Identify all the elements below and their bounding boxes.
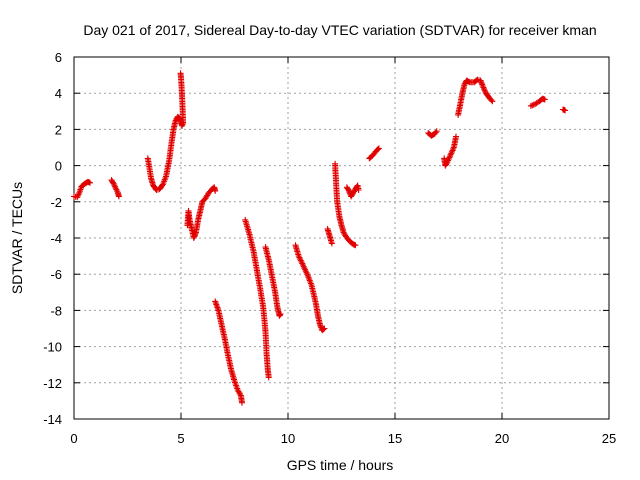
x-tick-label: 10: [281, 431, 295, 446]
data-series-segment: [108, 177, 122, 200]
data-series-segment: [242, 216, 272, 381]
data-point-markers: [366, 145, 382, 162]
x-tick-label: 20: [495, 431, 509, 446]
y-tick-label: -8: [50, 303, 62, 318]
data-series-segment: [144, 113, 186, 193]
axis-ticks: [73, 56, 610, 420]
y-tick-label: -4: [50, 231, 62, 246]
x-tick-label: 15: [388, 431, 402, 446]
data-point-markers: [560, 106, 569, 114]
y-tick-label: -12: [43, 376, 62, 391]
data-marks: [71, 70, 569, 406]
x-tick-label: 25: [602, 431, 616, 446]
data-point-markers: [212, 298, 245, 406]
data-series-segment: [560, 106, 569, 114]
y-tick-label: -2: [50, 195, 62, 210]
data-series-segment: [343, 182, 362, 200]
data-series-segment: [425, 128, 440, 139]
y-tick-label: 0: [55, 159, 62, 174]
y-tick-label: -6: [50, 267, 62, 282]
data-series-segment: [184, 184, 219, 241]
data-point-markers: [332, 160, 359, 249]
y-tick-label: -14: [43, 412, 62, 427]
data-point-markers: [184, 184, 219, 241]
data-series-segment: [455, 76, 496, 118]
data-series-segment: [262, 244, 284, 319]
data-point-markers: [527, 95, 548, 109]
y-axis-label: SDTVAR / TECUs: [9, 182, 25, 294]
data-series-segment: [366, 145, 382, 162]
data-point-markers: [343, 182, 362, 200]
x-axis-label: GPS time / hours: [287, 457, 394, 473]
data-point-markers: [262, 244, 284, 319]
data-point-markers: [144, 113, 186, 193]
data-series-segment: [324, 225, 335, 247]
data-series-segment: [441, 133, 459, 169]
data-series-segment: [71, 178, 93, 201]
x-tick-label: 5: [177, 431, 184, 446]
x-tick-label: 0: [70, 431, 77, 446]
data-series-segment: [332, 160, 359, 249]
data-series-segment: [212, 298, 245, 406]
x-tick-labels: 0 5 10 15 20 25: [70, 431, 616, 446]
data-point-markers: [177, 70, 187, 127]
y-tick-labels: -14 -12 -10 -8 -6 -4 -2 0 2 4 6: [43, 50, 62, 427]
y-tick-label: -10: [43, 340, 62, 355]
data-series-segment: [177, 70, 187, 127]
data-series-segment: [527, 95, 548, 109]
data-point-markers: [441, 133, 459, 169]
data-point-markers: [242, 216, 272, 381]
y-tick-label: 4: [55, 86, 62, 101]
data-point-markers: [108, 177, 122, 200]
grid-lines: [74, 57, 609, 419]
data-point-markers: [455, 76, 496, 118]
y-tick-label: 6: [55, 50, 62, 65]
data-point-markers: [324, 225, 335, 247]
data-point-markers: [292, 242, 328, 334]
y-tick-label: 2: [55, 122, 62, 137]
data-point-markers: [425, 128, 440, 139]
data-series-segment: [292, 242, 328, 334]
data-point-markers: [71, 178, 93, 201]
chart-title: Day 021 of 2017, Sidereal Day-to-day VTE…: [83, 22, 596, 38]
